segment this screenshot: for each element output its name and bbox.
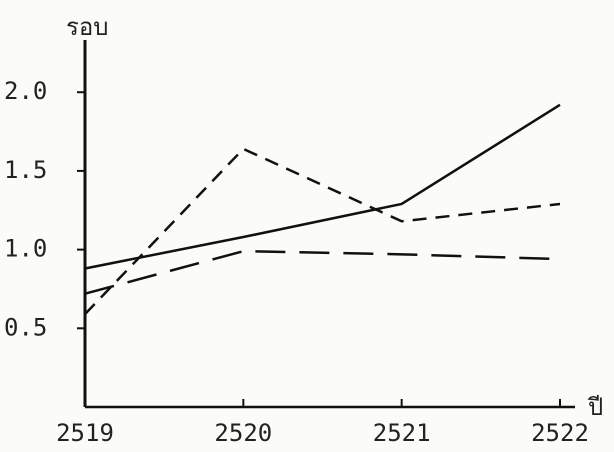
series-line xyxy=(84,249,561,295)
y-tick-label: 2.0 xyxy=(4,77,47,105)
x-tick-label: 2522 xyxy=(531,419,589,447)
x-axis-label: ปี xyxy=(587,393,603,421)
x-tick-label: 2521 xyxy=(373,419,431,447)
series-line xyxy=(84,147,561,316)
x-tick-label: 2520 xyxy=(214,419,272,447)
series-line xyxy=(84,103,561,270)
y-tick-label: 0.5 xyxy=(4,313,47,341)
y-tick-label: 1.5 xyxy=(4,156,47,184)
y-axis-label: รอบ xyxy=(66,13,109,41)
y-tick-label: 1.0 xyxy=(4,235,47,263)
x-tick-label: 2519 xyxy=(56,419,114,447)
